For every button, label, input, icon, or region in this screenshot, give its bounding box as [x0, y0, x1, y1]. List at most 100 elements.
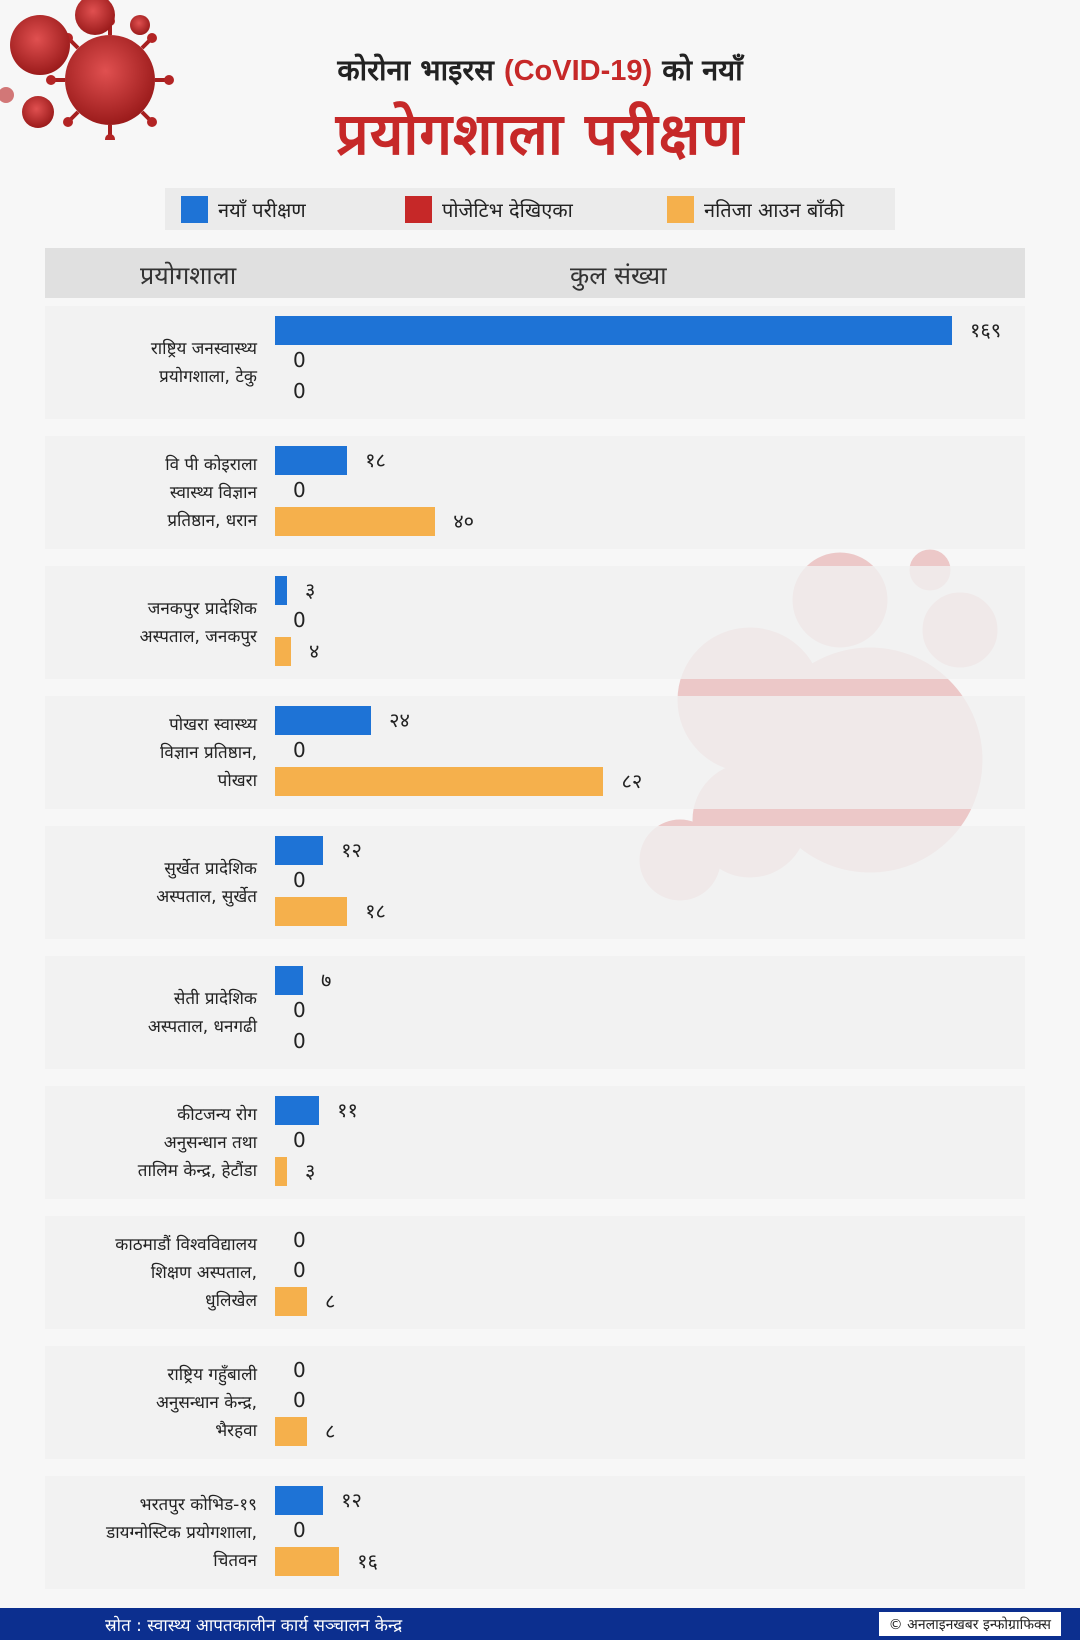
- legend-swatch: [181, 196, 208, 223]
- lab-name-line: राष्ट्रिय गहुँबाली: [167, 1364, 257, 1385]
- data-label-pending: ८: [325, 1419, 336, 1443]
- lab-column-header: प्रयोगशाला: [140, 261, 237, 290]
- lab-name-line: प्रतिष्ठान, धरान: [167, 510, 257, 531]
- data-label-new-tests: १२: [341, 1488, 362, 1512]
- data-label-pending: १६: [357, 1549, 378, 1573]
- data-label-positive: 0: [293, 1128, 306, 1152]
- bar-new-tests: [275, 1486, 324, 1515]
- lab-name: जनकपुर प्रादेशिक अस्पताल, जनकपुर: [37, 566, 257, 679]
- lab-name-line: तालिम केन्द्र, हेटौंडा: [137, 1160, 257, 1181]
- lab-name-line: शिक्षण अस्पताल,: [150, 1262, 257, 1283]
- lab-name: पोखरा स्वास्थ्य विज्ञान प्रतिष्ठान, पोखरा: [37, 696, 257, 809]
- data-label-positive: 0: [293, 348, 306, 372]
- total-column-header: कुल संख्या: [570, 261, 667, 290]
- lab-name-line: चितवन: [213, 1550, 257, 1571]
- data-label-pending: ३: [305, 1159, 316, 1183]
- data-label-pending: ४: [309, 639, 320, 663]
- lab-name-line: अस्पताल, धनगढी: [147, 1016, 257, 1037]
- data-label-positive: 0: [293, 868, 306, 892]
- bar-pending: [275, 767, 604, 796]
- lab-name-line: कीटजन्य रोग: [177, 1104, 257, 1125]
- legend-label: पोजेटिभ देखिएका: [442, 198, 573, 222]
- data-label-positive: 0: [293, 478, 306, 502]
- data-label-pending: ८: [325, 1289, 336, 1313]
- legend: नयाँ परीक्षण पोजेटिभ देखिएका नतिजा आउन ब…: [165, 188, 895, 230]
- footer: स्रोत : स्वास्थ्य आपतकालीन कार्य सञ्चालन…: [0, 1608, 1080, 1640]
- credit-badge: © अनलाइनखबर इन्फोग्राफिक्स: [877, 1611, 1062, 1637]
- bar-pending: [275, 897, 348, 926]
- chart-title: कोरोना भाइरस (CoVID-19) को नयाँ: [337, 53, 743, 87]
- column-header: प्रयोगशाला कुल संख्या: [45, 248, 1025, 298]
- bar-new-tests: [275, 966, 304, 995]
- data-label-pending: १८: [365, 899, 386, 923]
- lab-name: सेती प्रादेशिक अस्पताल, धनगढी: [37, 956, 257, 1069]
- lab-name-line: राष्ट्रिय जनस्वास्थ्य: [150, 338, 257, 359]
- legend-item-pending: नतिजा आउन बाँकी: [667, 196, 844, 223]
- lab-name-line: स्वास्थ्य विज्ञान: [169, 482, 257, 503]
- lab-panel: पोखरा स्वास्थ्य विज्ञान प्रतिष्ठान, पोखरा २…: [45, 696, 1025, 809]
- lab-name: भरतपुर कोभिड-१९ डायग्नोस्टिक प्रयोगशाला, च…: [37, 1476, 257, 1589]
- legend-item-positive: पोजेटिभ देखिएका: [405, 196, 573, 223]
- lab-name-line: वि पी कोइराला: [165, 454, 257, 475]
- lab-panel: सुर्खेत प्रादेशिक अस्पताल, सुर्खेत १२ 0 १८: [45, 826, 1025, 939]
- data-label-new-tests: २४: [389, 708, 410, 732]
- data-label-pending: ८२: [621, 769, 643, 793]
- lab-name-line: भैरहवा: [215, 1420, 257, 1441]
- source-text: स्रोत : स्वास्थ्य आपतकालीन कार्य सञ्चालन…: [105, 1616, 403, 1636]
- lab-name-line: विज्ञान प्रतिष्ठान,: [159, 742, 257, 763]
- data-label-positive: 0: [293, 1518, 306, 1542]
- data-label-positive: 0: [293, 1388, 306, 1412]
- data-label-new-tests: ७: [321, 968, 332, 992]
- data-label-positive: 0: [293, 608, 306, 632]
- bar-pending: [275, 1547, 340, 1576]
- bar-pending: [275, 637, 292, 666]
- data-label-new-tests: ११: [337, 1098, 358, 1122]
- data-label-new-tests: ३: [305, 578, 316, 602]
- data-label-new-tests: १८: [365, 448, 386, 472]
- bar-pending: [275, 1287, 308, 1316]
- data-label-pending: ४०: [453, 509, 475, 533]
- lab-name-line: पोखरा: [217, 770, 257, 791]
- lab-panel: कीटजन्य रोग अनुसन्धान तथा तालिम केन्द्र, ह…: [45, 1086, 1025, 1199]
- bar-pending: [275, 1157, 288, 1186]
- data-label-pending: 0: [293, 379, 306, 403]
- legend-label: नयाँ परीक्षण: [218, 198, 306, 222]
- lab-name-line: अस्पताल, जनकपुर: [139, 626, 257, 647]
- bar-new-tests: [275, 836, 324, 865]
- lab-panel: राष्ट्रिय जनस्वास्थ्य प्रयोगशाला, टेकु १६९…: [45, 306, 1025, 419]
- lab-panel: वि पी कोइराला स्वास्थ्य विज्ञान प्रतिष्ठान…: [45, 436, 1025, 549]
- data-label-new-tests: १६९: [970, 318, 1002, 342]
- legend-swatch: [667, 196, 694, 223]
- lab-panel: राष्ट्रिय गहुँबाली अनुसन्धान केन्द्र, भैरह…: [45, 1346, 1025, 1459]
- lab-name-line: सेती प्रादेशिक: [173, 988, 257, 1009]
- bar-new-tests: [275, 706, 372, 735]
- lab-name-line: जनकपुर प्रादेशिक: [147, 598, 257, 619]
- bar-new-tests: [275, 316, 952, 345]
- lab-name-line: अस्पताल, सुर्खेत: [156, 886, 257, 907]
- lab-panel: भरतपुर कोभिड-१९ डायग्नोस्टिक प्रयोगशाला, च…: [45, 1476, 1025, 1589]
- lab-name-line: डायग्नोस्टिक प्रयोगशाला,: [106, 1522, 257, 1543]
- legend-item-new-tests: नयाँ परीक्षण: [181, 196, 306, 223]
- lab-name-line: काठमाडौं विश्वविद्यालय: [115, 1234, 257, 1255]
- bar-new-tests: [275, 576, 288, 605]
- lab-name: राष्ट्रिय जनस्वास्थ्य प्रयोगशाला, टेकु: [37, 306, 257, 419]
- data-label-new-tests: 0: [293, 1228, 306, 1252]
- lab-panel: काठमाडौं विश्वविद्यालय शिक्षण अस्पताल, धुल…: [45, 1216, 1025, 1329]
- lab-name-line: प्रयोगशाला, टेकु: [159, 366, 257, 387]
- lab-name: राष्ट्रिय गहुँबाली अनुसन्धान केन्द्र, भैरह…: [37, 1346, 257, 1459]
- lab-name-line: पोखरा स्वास्थ्य: [169, 714, 257, 735]
- lab-name-line: सुर्खेत प्रादेशिक: [164, 858, 257, 879]
- lab-name: काठमाडौं विश्वविद्यालय शिक्षण अस्पताल, धुल…: [37, 1216, 257, 1329]
- lab-name: वि पी कोइराला स्वास्थ्य विज्ञान प्रतिष्ठान…: [37, 436, 257, 549]
- covid-highlight: (CoVID-19): [503, 55, 653, 87]
- bar-new-tests: [275, 446, 348, 475]
- bar-pending: [275, 1417, 308, 1446]
- lab-name-line: अनुसन्धान तथा: [163, 1132, 257, 1153]
- bar-pending: [275, 507, 436, 536]
- lab-name-line: अनुसन्धान केन्द्र,: [155, 1392, 257, 1413]
- lab-name-line: भरतपुर कोभिड-१९: [139, 1494, 257, 1515]
- data-label-positive: 0: [293, 738, 306, 762]
- legend-label: नतिजा आउन बाँकी: [704, 198, 845, 222]
- chart-subtitle: प्रयोगशाला परीक्षण: [335, 100, 745, 168]
- data-label-new-tests: १२: [341, 838, 362, 862]
